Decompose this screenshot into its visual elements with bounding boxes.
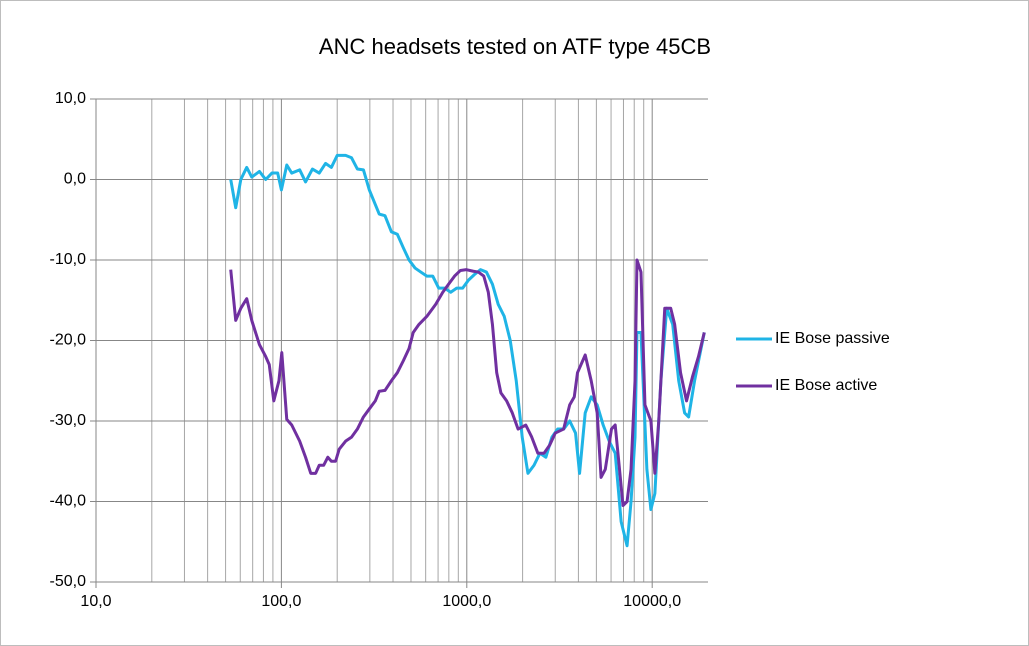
y-tick-label: 10,0 [55,90,86,107]
x-tick-label: 1000,0 [442,593,491,610]
y-tick-label: -40,0 [50,493,87,510]
chart-title: ANC headsets tested on ATF type 45CB [319,34,711,59]
x-tick-label: 10,0 [80,593,111,610]
x-tick-label: 10000,0 [623,593,681,610]
series-line [229,153,706,548]
legend-label: IE Bose active [775,377,877,394]
y-tick-label: 0,0 [64,171,86,188]
legend-label: IE Bose passive [775,330,890,347]
y-tick-label: -10,0 [50,251,87,268]
y-tick-label: -20,0 [50,332,87,349]
x-tick-label: 100,0 [261,593,301,610]
series-line [229,258,706,508]
y-tick-label: -30,0 [50,412,87,429]
y-tick-label: -50,0 [50,573,87,590]
